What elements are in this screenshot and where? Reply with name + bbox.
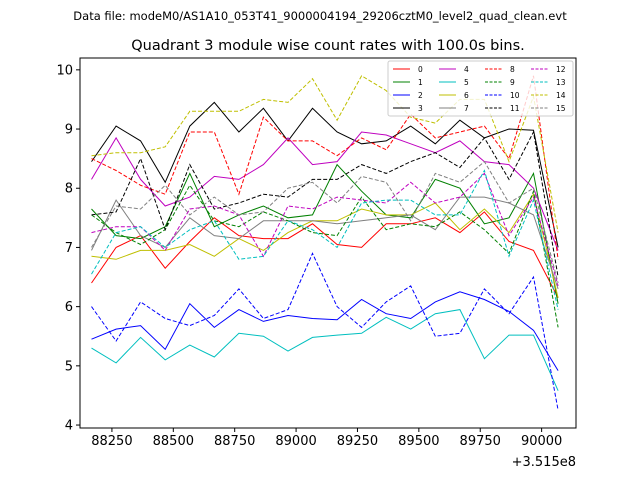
- series-line-6: [91, 192, 559, 298]
- series-line-5: [91, 309, 559, 391]
- legend-label: 6: [464, 91, 469, 100]
- legend-label: 13: [556, 78, 566, 87]
- y-tick-label: 9: [65, 123, 73, 138]
- x-tick-label: 88250: [91, 434, 132, 449]
- legend-label: 10: [510, 91, 520, 100]
- y-axis: 4 5 6 7 8 9 10: [56, 63, 80, 434]
- suptitle: Data file: modeM0/AS1A10_053T41_90000041…: [73, 9, 567, 23]
- x-tick-label: 89250: [337, 434, 378, 449]
- y-tick-label: 5: [65, 359, 73, 374]
- x-tick-label: 89500: [398, 434, 439, 449]
- series-line-12: [91, 172, 559, 287]
- legend-label: 7: [464, 104, 469, 113]
- series-line-15: [91, 160, 559, 284]
- x-tick-label: 88500: [153, 434, 194, 449]
- legend-label: 11: [510, 104, 520, 113]
- legend-label: 15: [556, 104, 566, 113]
- series-line-13: [91, 169, 559, 310]
- series-line-0: [91, 211, 559, 299]
- legend-label: 8: [510, 65, 515, 74]
- y-tick-label: 8: [65, 182, 73, 197]
- series-line-2: [91, 291, 559, 371]
- series-line-4: [91, 131, 559, 251]
- x-tick-label: 88750: [214, 434, 255, 449]
- legend-label: 0: [418, 65, 423, 74]
- x-offset-label: +3.515e8: [512, 455, 576, 470]
- y-tick-label: 7: [65, 241, 73, 256]
- x-tick-label: 89000: [275, 434, 316, 449]
- x-axis: 88250 88500 88750 89000 89250 89500 89750 90000: [91, 428, 562, 449]
- legend-label: 5: [464, 78, 469, 87]
- legend-label: 3: [418, 104, 423, 113]
- y-tick-label: 4: [65, 419, 73, 434]
- legend-label: 14: [556, 91, 566, 100]
- legend-label: 2: [418, 91, 423, 100]
- legend-box: [387, 60, 574, 117]
- y-tick-label: 10: [56, 63, 73, 78]
- series-line-14: [91, 75, 559, 233]
- x-tick-label: 90000: [521, 434, 562, 449]
- series-line-11: [91, 130, 559, 278]
- plot-area-frame: [79, 57, 577, 429]
- legend-label: 4: [464, 65, 469, 74]
- y-tick-label: 6: [65, 300, 73, 315]
- legend-label: 9: [510, 78, 515, 87]
- series-line-7: [91, 196, 559, 290]
- series-line-3: [91, 101, 559, 248]
- chart-title: Quadrant 3 module wise count rates with …: [131, 38, 525, 54]
- x-tick-label: 89750: [460, 434, 501, 449]
- legend-label: 1: [418, 78, 423, 87]
- series-line-8: [91, 75, 559, 260]
- legend-label: 12: [556, 65, 566, 74]
- series-layer: [91, 75, 559, 411]
- series-line-10: [91, 252, 559, 411]
